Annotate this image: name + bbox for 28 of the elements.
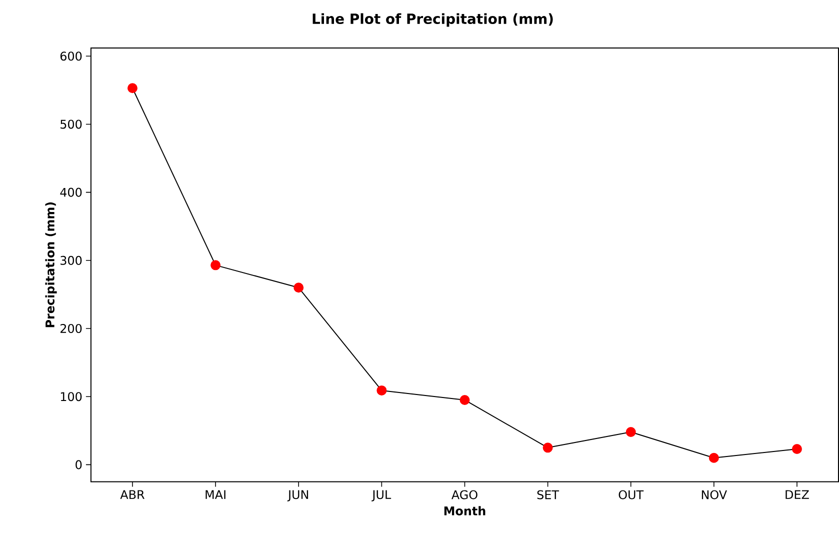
y-tick-label: 200 [60, 324, 82, 334]
point [626, 427, 636, 438]
point [792, 444, 802, 454]
y-tick-label: 400 [60, 188, 82, 197]
point [542, 442, 553, 453]
x-tick-label: JUN [287, 490, 308, 502]
x-tick-label: ABR [120, 490, 144, 500]
point [708, 453, 719, 464]
x-tick-label: OUT [618, 490, 644, 500]
y-tick-label: 600 [60, 52, 82, 61]
point [127, 83, 138, 94]
x-tick-label: AGO [452, 490, 478, 500]
point [294, 282, 304, 293]
y-tick-label: 300 [60, 256, 82, 266]
x-tick-label: DEZ [786, 490, 809, 500]
y-tick-label: 100 [60, 392, 82, 402]
x-tick-label: MAI [206, 490, 226, 500]
point [460, 395, 470, 406]
y-tick-label: 500 [60, 120, 82, 129]
x-tick-label: SET [537, 490, 560, 500]
chart-title: Line Plot of Precipitation (mm) [312, 13, 553, 27]
y-tick-label: 0 [76, 460, 82, 470]
x-tick-label: JUL [372, 490, 392, 502]
x-tick-label: NOV [702, 490, 727, 500]
y-axis-title: Precipitation (mm) [45, 202, 57, 328]
point [376, 386, 387, 396]
point [210, 260, 221, 270]
x-axis-title: Month [444, 506, 486, 516]
